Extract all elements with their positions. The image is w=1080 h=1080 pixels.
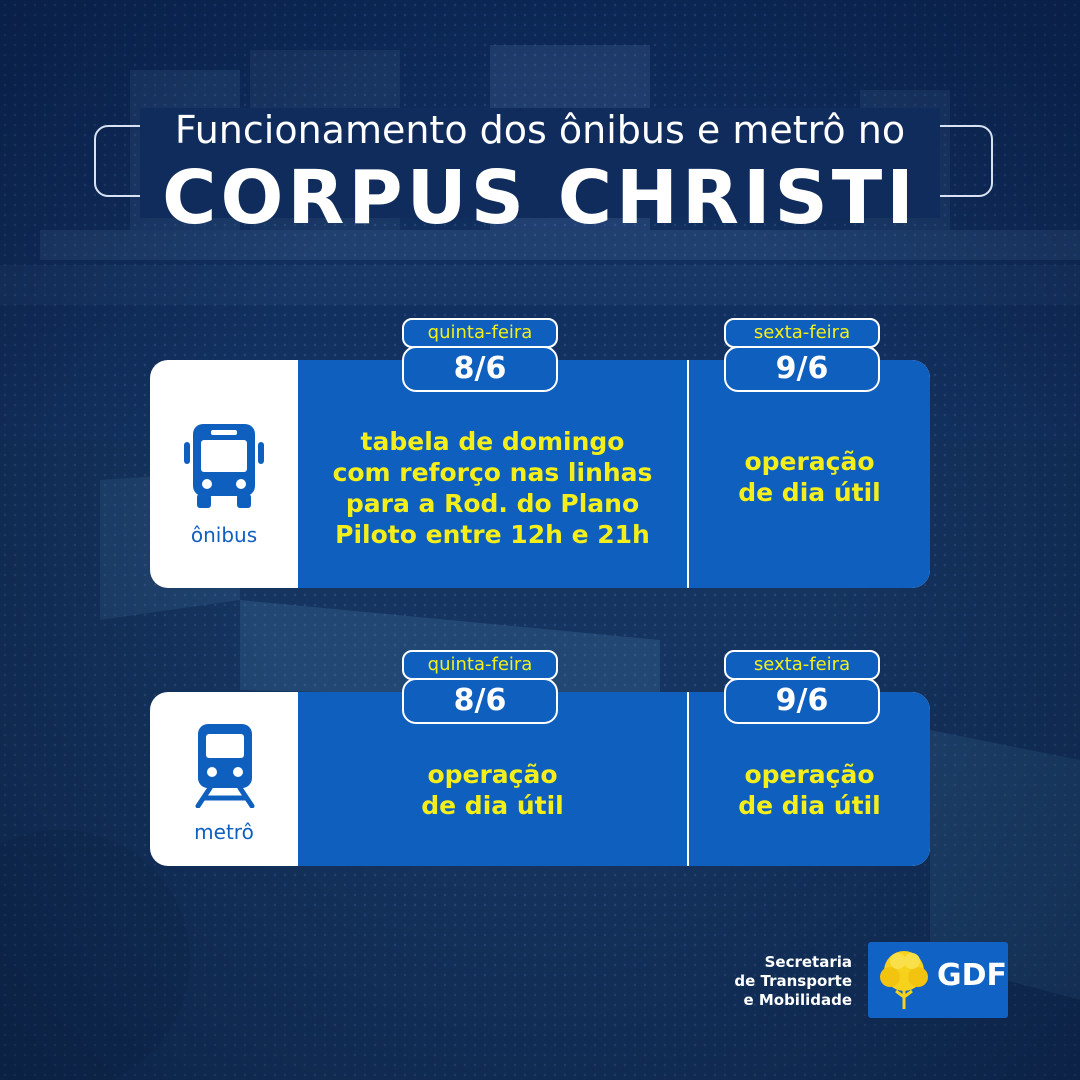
onibus-day2-text: operação de dia útil bbox=[689, 446, 930, 508]
bus-icon bbox=[184, 424, 264, 508]
secretaria-name: Secretaria de Transporte e Mobilidade bbox=[700, 953, 852, 1010]
onibus-day1-line: Piloto entre 12h e 21h bbox=[335, 520, 650, 549]
secretaria-line: de Transporte bbox=[734, 972, 852, 990]
metro-label: metrô bbox=[194, 820, 254, 844]
gdf-wordmark: GDF bbox=[937, 958, 1008, 993]
metro-day2-date: 9/6 bbox=[724, 678, 880, 724]
ipe-tree-icon bbox=[880, 951, 928, 1009]
metro-day1-text: operação de dia útil bbox=[300, 759, 685, 821]
onibus-day2-date: 9/6 bbox=[724, 346, 880, 392]
metro-divider bbox=[687, 692, 689, 866]
train-icon bbox=[195, 724, 255, 808]
onibus-day2-line: operação bbox=[744, 447, 875, 476]
gdf-logo bbox=[868, 942, 1008, 1018]
subtitle: Funcionamento dos ônibus e metrô no bbox=[174, 108, 906, 152]
metro-day1-line: de dia útil bbox=[421, 791, 564, 820]
secretaria-line: e Mobilidade bbox=[743, 991, 852, 1009]
onibus-schedule-area bbox=[298, 360, 930, 588]
title-frame-gap bbox=[140, 108, 940, 218]
onibus-label: ônibus bbox=[190, 523, 258, 547]
metro-day2-weekday: sexta-feira bbox=[724, 650, 880, 680]
onibus-day1-text: tabela de domingo com reforço nas linhas… bbox=[300, 426, 685, 550]
onibus-day2-weekday: sexta-feira bbox=[724, 318, 880, 348]
metro-day2-line: de dia útil bbox=[738, 791, 881, 820]
onibus-day1-date: 8/6 bbox=[402, 346, 558, 392]
secretaria-line: Secretaria bbox=[764, 953, 852, 971]
metro-day1-line: operação bbox=[427, 760, 558, 789]
onibus-card bbox=[150, 360, 930, 588]
onibus-day1-weekday: quinta-feira bbox=[402, 318, 558, 348]
onibus-day1-line: tabela de domingo bbox=[360, 427, 625, 456]
onibus-day1-line: com reforço nas linhas bbox=[332, 458, 653, 487]
page-title: CORPUS CHRISTI bbox=[162, 155, 918, 241]
metro-day2-line: operação bbox=[744, 760, 875, 789]
metro-day2-text: operação de dia útil bbox=[689, 759, 930, 821]
onibus-panel: ônibus tabela de domingo com reforço nas… bbox=[150, 360, 930, 588]
metro-day1-date: 8/6 bbox=[402, 678, 558, 724]
metro-day1-weekday: quinta-feira bbox=[402, 650, 558, 680]
onibus-day2-line: de dia útil bbox=[738, 478, 881, 507]
onibus-divider bbox=[687, 360, 689, 588]
onibus-day1-line: para a Rod. do Plano bbox=[345, 489, 640, 518]
